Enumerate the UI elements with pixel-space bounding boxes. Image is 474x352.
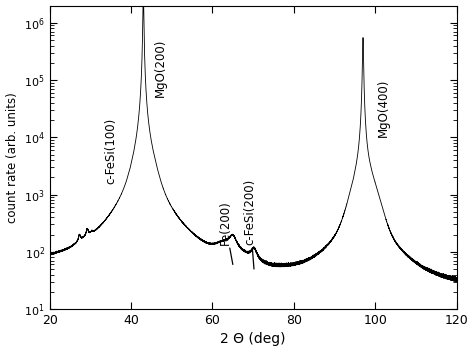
Text: MgO(200): MgO(200) bbox=[154, 39, 166, 97]
Text: Fe(200): Fe(200) bbox=[219, 201, 233, 264]
X-axis label: 2 Θ (deg): 2 Θ (deg) bbox=[220, 332, 286, 346]
Text: c-FeSi(200): c-FeSi(200) bbox=[243, 179, 256, 269]
Text: c-FeSi(100): c-FeSi(100) bbox=[105, 118, 118, 184]
Y-axis label: count rate (arb. units): count rate (arb. units) bbox=[6, 92, 18, 223]
Text: MgO(400): MgO(400) bbox=[377, 79, 390, 137]
